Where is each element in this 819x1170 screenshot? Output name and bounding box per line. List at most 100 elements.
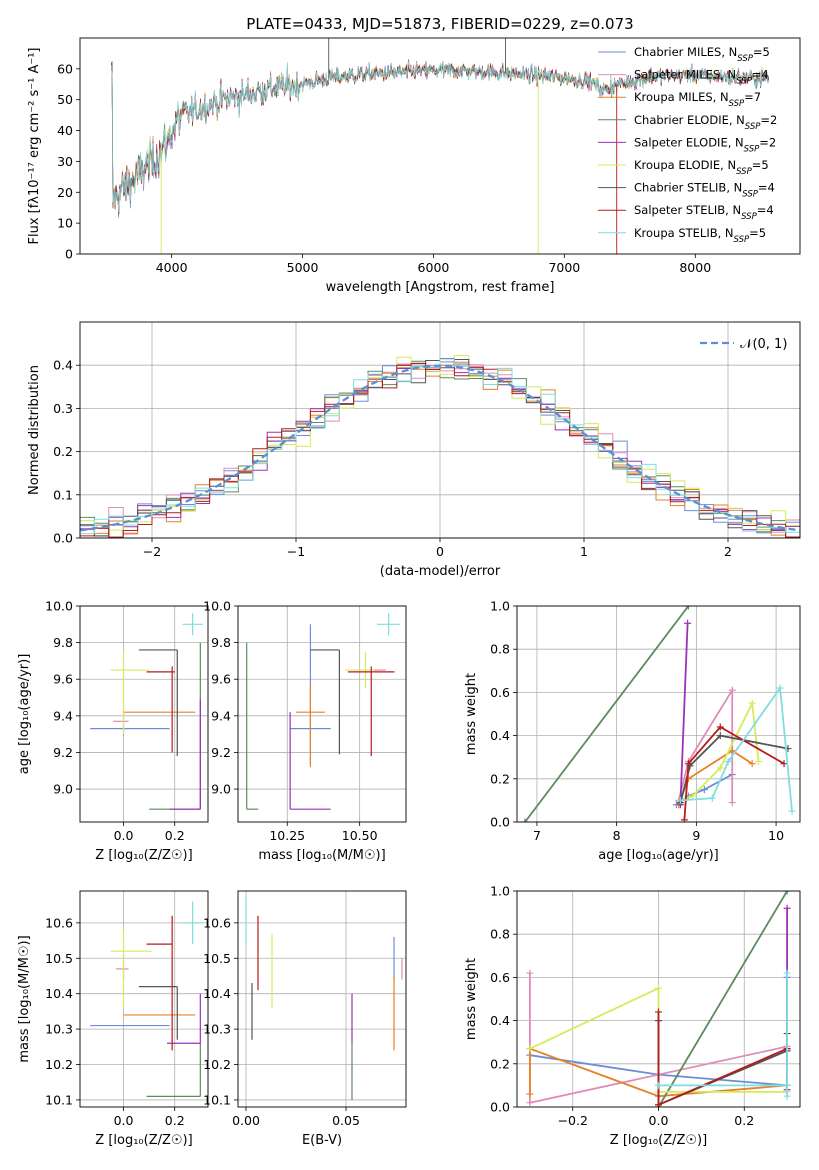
legend-entry-tail: =2 [759,135,776,149]
panel-age_vs_Z: 0.0 0.2 9.0 9.2 9.4 9.6 9.8 10.0 Z [log₁₀(Z/Z☉)]… [17,599,209,863]
y-tick-label: 1.0 [490,884,510,899]
legend-entry-label: Salpeter ELODIE, N [634,135,744,149]
y-tick-label: 0.4 [490,728,510,743]
legend-entry-label: Chabrier MILES, N [634,45,737,59]
weight-marker-salpeter_stelib [680,816,688,822]
grid-lines [517,605,800,823]
legend-entry-tail: =2 [760,113,777,127]
x-tick-label: 8 [613,828,621,843]
weight-marker-salpeter_elodie [684,619,692,627]
y-axis-label: mass weight [464,958,479,1040]
y-tick-label: 10.0 [45,599,73,614]
x-tick-label: 0.2 [734,1113,754,1128]
legend-entry-sub: SSP [729,99,745,109]
x-tick-label: 6000 [418,260,450,275]
y-tick-label: 0.0 [490,815,510,830]
legend-entry-label: Salpeter STELIB, N [634,203,741,217]
weight-marker-salpeter_stelib [655,1008,662,1016]
weight-marker-kroupa_elodie [655,984,662,992]
legend-entry-label: Kroupa STELIB, N [634,226,734,240]
x-tick-label: 0.0 [114,828,134,843]
legend-entry-sub: SSP [744,144,760,154]
legend-entry-label: Kroupa MILES, N [634,90,729,104]
x-axis-label: mass [log₁₀(M/M☉)] [258,848,385,863]
weight-line-salpeter_miles [677,687,734,803]
grid-lines [80,322,800,539]
axes-frame [79,37,801,255]
legend-entry-tail: =4 [758,181,775,195]
panel-spectrum: 4000 5000 6000 7000 8000 0 10 20 30 40 50 60 wavelen… [27,15,801,295]
plot-area [246,613,401,810]
grid-lines [238,605,406,822]
weight-marker-kroupa_stelib [783,1081,791,1089]
grid-lines [80,891,208,1107]
y-tick-label: 10.2 [45,1057,73,1072]
x-axis-label: age [log₁₀(age/yr)] [598,848,719,863]
legend: 𝒩(0, 1) [700,337,787,352]
grid-lines [80,605,208,822]
y-tick-label: 9.0 [53,782,73,797]
y-tick-label: 0.1 [53,487,73,502]
weight-marker-kroupa_stelib [724,758,732,766]
legend: Chabrier MILES, NSSP=5 Salpeter MILES, NS… [598,45,777,245]
panel-mass_vs_Z: 0.0 0.2 10.1 10.2 10.3 10.4 10.5 10.6 Z [log₁₀(Z… [17,890,209,1148]
legend-entry: Salpeter MILES, NSSP=4 [634,68,769,87]
y-tick-label: 0.0 [53,531,73,546]
weight-marker-salpeter_miles [526,1099,534,1107]
legend-entry: Chabrier MILES, NSSP=5 [634,45,770,64]
x-axis-label: wavelength [Angstrom, rest frame] [326,280,555,295]
x-tick-label: 7000 [548,260,580,275]
weight-marker-kroupa_stelib [776,684,784,692]
x-tick-label: 0.00 [232,1113,260,1128]
legend-entry-tail: =4 [757,203,774,217]
x-tick-label: −2 [143,544,161,559]
y-tick-label: 10.5 [203,951,231,966]
y-tick-label: 10.4 [45,986,73,1001]
y-axis-label: Flux [fλ10⁻¹⁷ erg cm⁻² s⁻¹ A⁻¹] [27,48,42,245]
weight-marker-salpeter_elodie [783,904,791,912]
legend-entry-tail: =7 [744,90,761,104]
weight-marker-kroupa_stelib [783,969,791,977]
weight-marker-salpeter_miles [526,969,534,977]
x-tick-label: 1 [580,544,588,559]
panel-weight_vs_age: 7 8 9 10 0.0 0.2 0.4 0.6 0.8 1.0 age [log₁₀(age/yr… [464,599,801,863]
axes-frame [516,605,801,823]
y-tick-label: 10.6 [45,915,73,930]
y-tick-label: 0.0 [490,1100,510,1115]
legend-entry-sub: SSP [737,54,753,64]
axes-frame [516,890,801,1108]
x-tick-label: −1 [287,544,305,559]
x-tick-label: 10 [768,828,784,843]
panel-age_vs_mass: 10.25 10.50 9.0 9.2 9.4 9.6 9.8 10.0 mass [log₁₀… [203,599,407,863]
panel-weight_vs_Z: −0.2 0.0 0.2 0.0 0.2 0.4 0.6 0.8 1.0 Z [log₁₀(Z/Z… [464,884,801,1148]
y-axis-label: Normed distribution [27,365,42,495]
x-tick-label: 2 [724,544,732,559]
legend-entry: Chabrier ELODIE, NSSP=2 [634,113,777,132]
y-tick-label: 9.6 [211,672,231,687]
y-tick-label: 9.4 [53,708,73,723]
x-axis-label: Z [log₁₀(Z/Z☉)] [95,1133,192,1148]
spectrum-line-kroupa_stelib [111,61,769,213]
weight-marker-chabrier_elodie [684,606,692,610]
x-tick-label: 0.2 [165,1113,185,1128]
weight-marker-salpeter_miles [728,799,736,807]
x-axis-label: (data-model)/error [380,564,501,579]
y-tick-label: 10 [57,216,73,231]
legend-entry: Salpeter STELIB, NSSP=4 [634,203,774,222]
y-tick-label: 10.1 [45,1092,73,1107]
y-tick-label: 0.4 [53,358,73,373]
legend-entry: Chabrier STELIB, NSSP=4 [634,181,775,200]
y-tick-label: 10.3 [203,1022,231,1037]
axes-frame [79,321,801,539]
chart-title: PLATE=0433, MJD=51873, FIBERID=0229, z=0… [246,15,633,33]
axes-frame [237,605,407,823]
y-tick-label: 9.2 [211,745,231,760]
y-tick-label: 0.3 [53,401,73,416]
x-axis-label: Z [log₁₀(Z/Z☉)] [610,1133,707,1148]
x-axis-label: E(B-V) [302,1133,342,1148]
legend-entry-sub: SSP [736,77,752,87]
y-tick-label: 0.6 [490,970,510,985]
y-tick-label: 0.6 [490,685,510,700]
legend-entry: Salpeter ELODIE, NSSP=2 [634,135,776,154]
y-tick-label: 0.4 [490,1013,510,1028]
